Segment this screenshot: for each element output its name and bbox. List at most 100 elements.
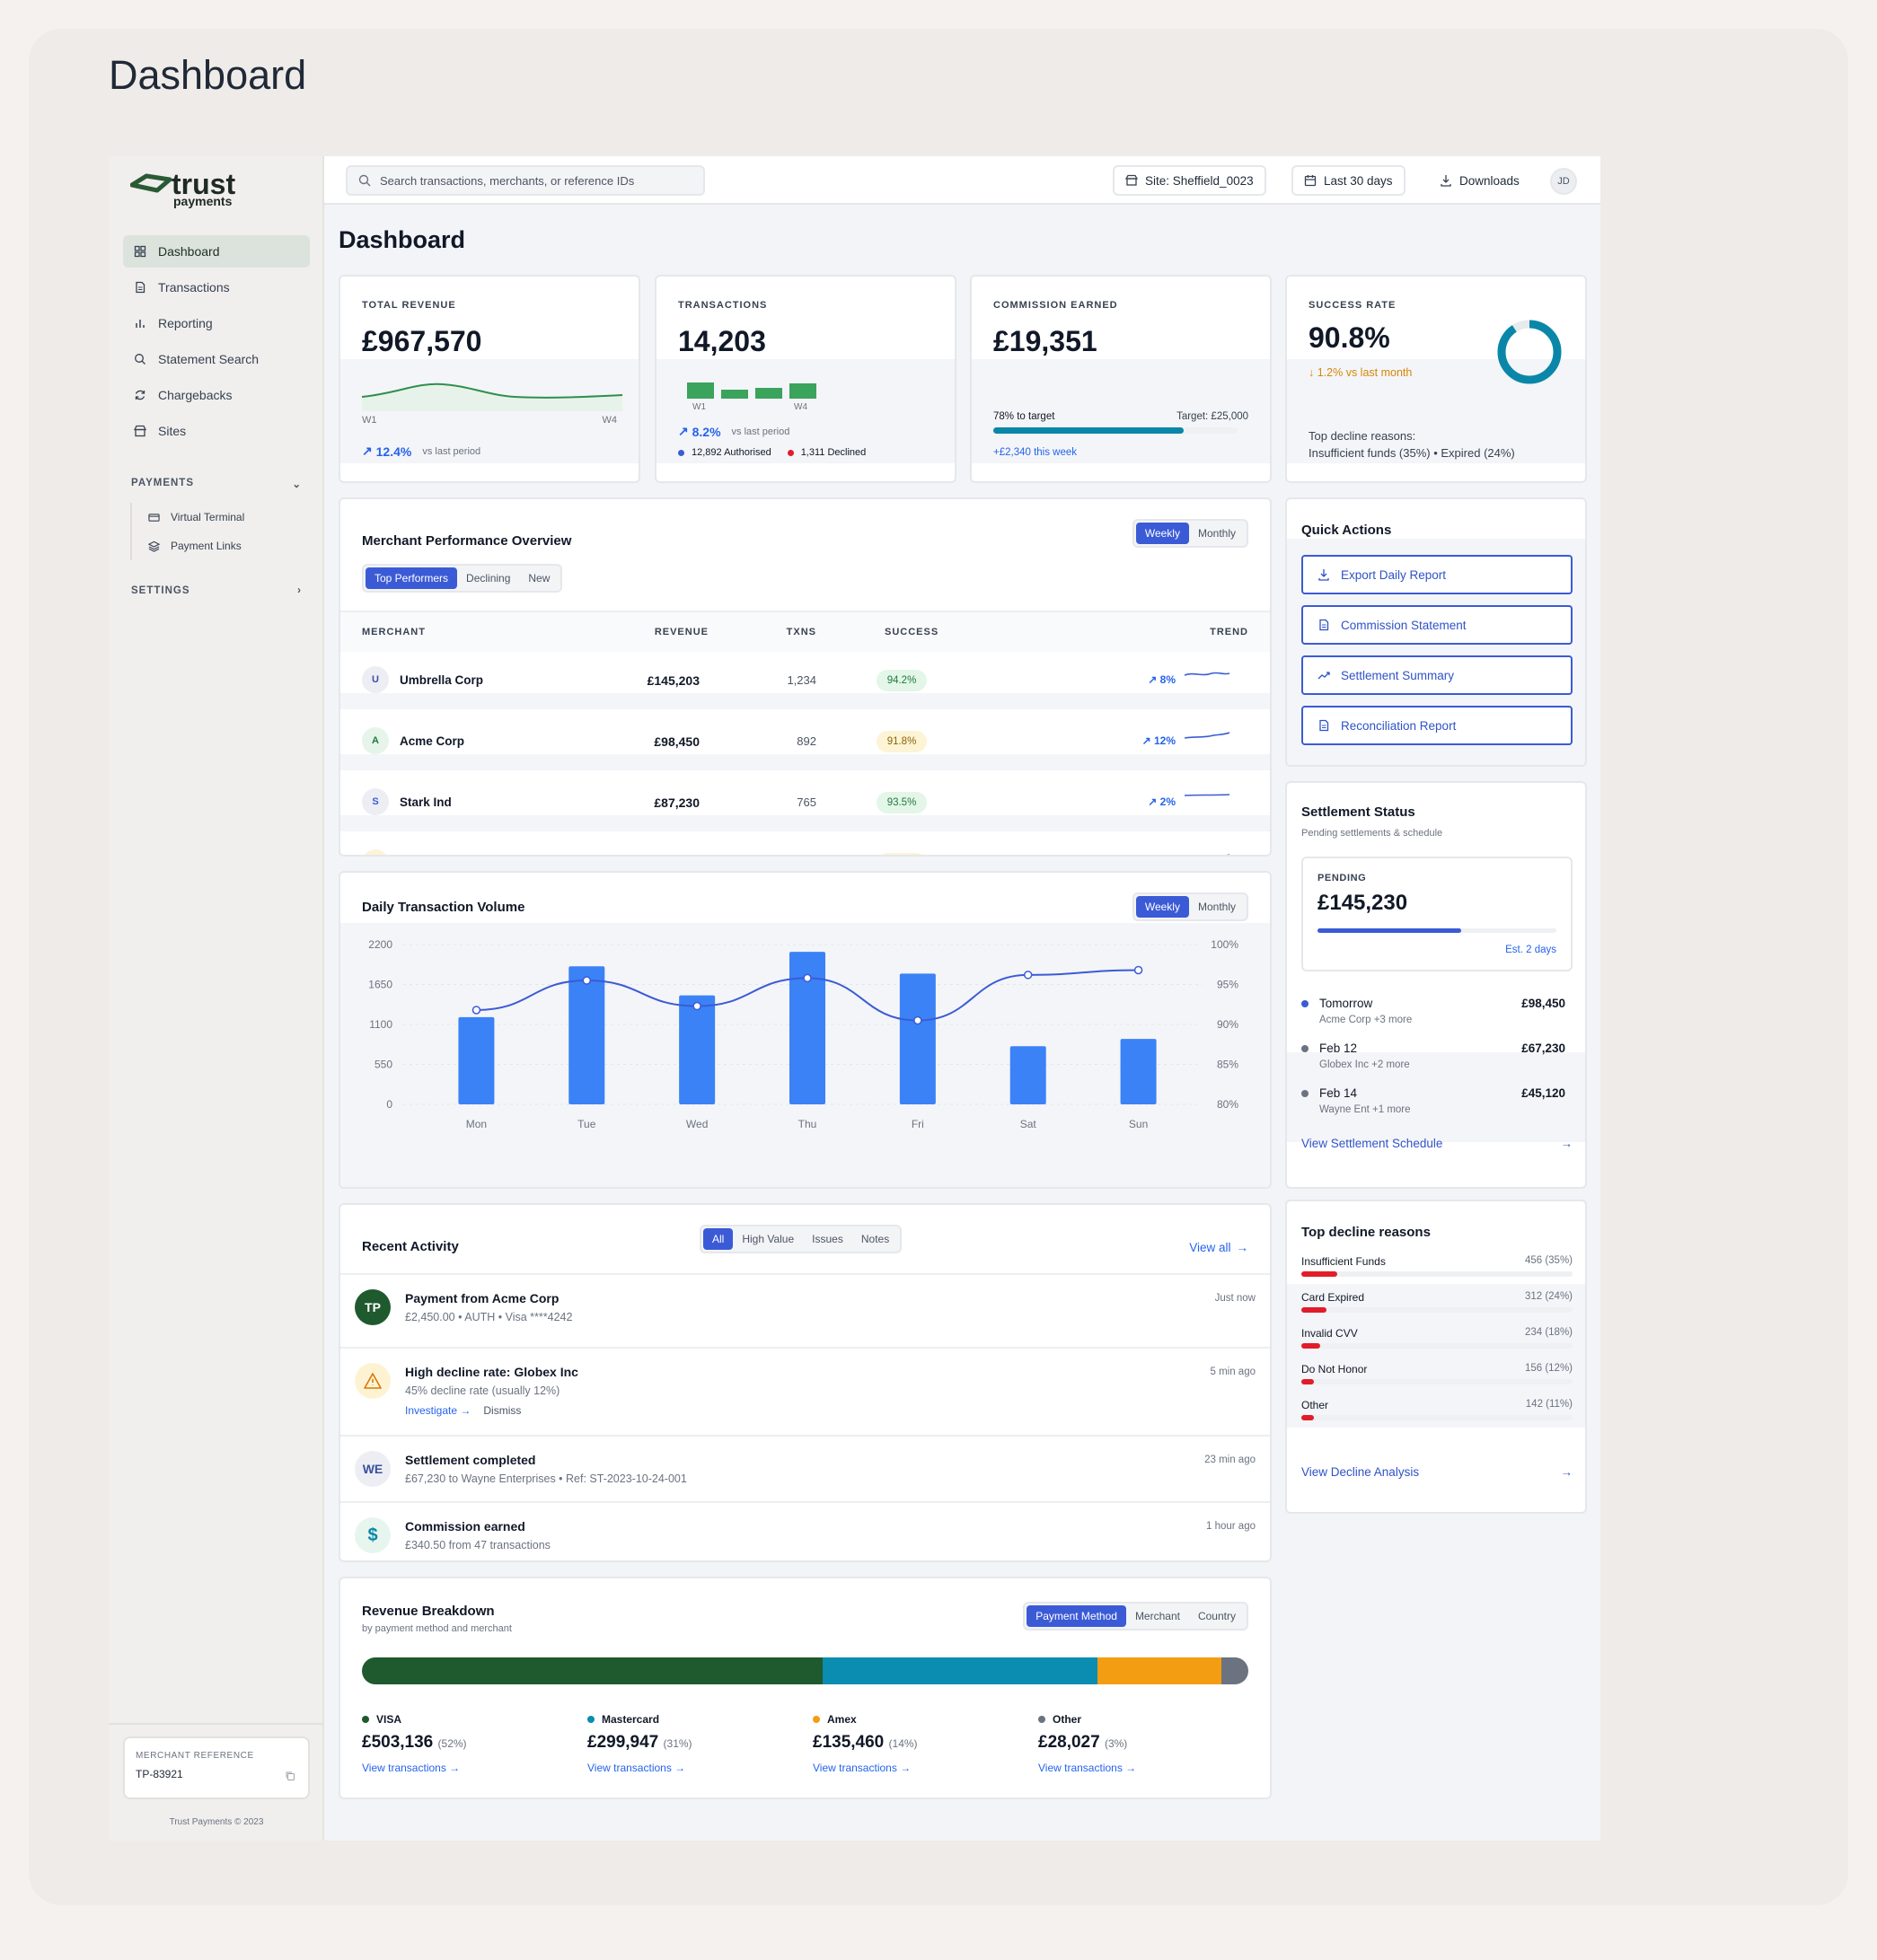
sidebar-item-statement-search[interactable]: Statement Search [123,343,310,375]
tab-weekly[interactable]: Weekly [1135,896,1189,918]
decline-track [1301,1415,1573,1420]
table-row[interactable]: S Stark Ind £87,230 765 93.5% ↗ 2% [340,774,1270,832]
trend-percent: 2% [1159,795,1176,808]
tab-new[interactable]: New [528,572,551,584]
date-range-selector[interactable]: Last 30 days [1291,165,1406,196]
schedule-date: Feb 12 [1319,1042,1358,1055]
site-label: Site: Sheffield_0023 [1145,173,1254,188]
tab-notes[interactable]: Notes [860,1233,890,1245]
decline-count: 156 (12%) [1524,1363,1573,1374]
list-item[interactable]: High decline rate: Globex Inc 45% declin… [340,1347,1270,1435]
view-decline-analysis-link[interactable]: View Decline Analysis → [1301,1465,1573,1479]
card-title: Quick Actions [1301,523,1392,538]
tab-high-value[interactable]: High Value [742,1233,795,1245]
settings-section[interactable]: SETTINGS › [131,585,302,596]
tab-declining[interactable]: Declining [466,572,511,584]
view-transactions-link[interactable]: View transactions → [587,1762,686,1774]
progress-label: 78% to target [993,411,1055,422]
sidebar-item-dashboard[interactable]: Dashboard [123,235,310,268]
sidebar-item-payment-links[interactable]: Payment Links [148,532,301,560]
pending-box: PENDING £145,230 Est. 2 days [1301,857,1573,971]
bar [568,966,605,1104]
kpi-total-revenue: TOTAL REVENUE £967,570 W1 W4 ↗ 12.4% vs … [339,275,640,483]
kpi-commission: COMMISSION EARNED £19,351 78% to target … [970,275,1272,483]
view-transactions-link[interactable]: View transactions → [362,1762,461,1774]
decline-item[interactable]: Do Not Honor 156 (12%) [1301,1363,1573,1399]
decline-item[interactable]: Insufficient Funds 456 (35%) [1301,1255,1573,1291]
grid-icon [134,245,146,258]
downloads-button[interactable]: Downloads [1427,165,1532,196]
decline-title: Top decline reasons: [1309,429,1416,443]
investigate-link[interactable]: Investigate → [405,1404,471,1417]
table-header-row: MERCHANT REVENUE TXNS SUCCESS TREND [340,612,1270,652]
list-item[interactable]: WE Settlement completed £67,230 to Wayne… [340,1435,1270,1501]
decline-item[interactable]: Other 142 (11%) [1301,1399,1573,1435]
schedule-item[interactable]: Feb 12 £67,230 Globex Inc +2 more [1301,1042,1573,1081]
sidebar-item-transactions[interactable]: Transactions [123,271,310,303]
schedule-item[interactable]: Tomorrow £98,450 Acme Corp +3 more [1301,997,1573,1036]
search-input[interactable]: Search transactions, merchants, or refer… [346,165,705,196]
quick-action-export-daily-report[interactable]: Export Daily Report [1301,555,1573,594]
sidebar-item-reporting[interactable]: Reporting [123,307,310,339]
column-header[interactable]: TXNS [786,627,816,637]
list-item[interactable]: TP Payment from Acme Corp £2,450.00 • AU… [340,1273,1270,1347]
revenue-segment[interactable] [362,1657,824,1684]
revenue-segment[interactable] [823,1657,1098,1684]
row-band [340,815,1270,831]
sidebar-item-sites[interactable]: Sites [123,415,310,447]
column-header[interactable]: REVENUE [654,627,709,637]
quick-action-label: Export Daily Report [1341,567,1447,582]
tab-monthly[interactable]: Monthly [1197,901,1236,913]
view-transactions-link[interactable]: View transactions → [1038,1762,1137,1774]
revenue-segment[interactable] [1097,1657,1222,1684]
warning-icon [355,1363,391,1399]
decline-name: Card Expired [1301,1291,1365,1304]
copy-icon[interactable] [285,1771,295,1781]
kpi-band [657,359,955,463]
decline-item[interactable]: Card Expired 312 (24%) [1301,1291,1573,1327]
decline-item[interactable]: Invalid CVV 234 (18%) [1301,1327,1573,1363]
y2-tick-label: 85% [1217,1059,1238,1071]
sidebar-item-virtual-terminal[interactable]: Virtual Terminal [148,503,301,532]
sidebar-item-chargebacks[interactable]: Chargebacks [123,379,310,411]
schedule-item[interactable]: Feb 14 £45,120 Wayne Ent +1 more [1301,1086,1573,1126]
schedule-date: Feb 14 [1319,1086,1358,1100]
list-item[interactable]: $ Commission earned £340.50 from 47 tran… [340,1501,1270,1560]
site-selector[interactable]: Site: Sheffield_0023 [1113,165,1266,196]
tab-top-performers[interactable]: Top Performers [366,567,458,589]
view-settlement-schedule-link[interactable]: View Settlement Schedule → [1301,1137,1573,1150]
quick-action-commission-statement[interactable]: Commission Statement [1301,605,1573,645]
merchant-ref-value: TP-83921 [136,1768,183,1780]
revenue-breakdown-card: Revenue Breakdown by payment method and … [339,1577,1272,1799]
table-row[interactable]: W Wayne Ent £76,890 654 89.1% ↗ 15% [340,835,1270,855]
view-transactions-link[interactable]: View transactions → [813,1762,912,1774]
payments-section[interactable]: PAYMENTS ⌄ [131,478,302,490]
decline-count: 312 (24%) [1524,1291,1573,1302]
axis-start-label: W1 [692,402,706,412]
brand-logo[interactable]: trust payments [129,167,256,214]
column-header[interactable]: TREND [1210,627,1248,637]
user-avatar[interactable]: JD [1550,168,1577,195]
view-all-link[interactable]: View all → [1189,1241,1248,1254]
tab-monthly[interactable]: Monthly [1197,527,1236,540]
trend-up-icon: ↗ [362,444,376,458]
tab-merchant[interactable]: Merchant [1134,1610,1180,1622]
axis-end-label: W4 [794,402,807,412]
quick-action-reconciliation-report[interactable]: Reconciliation Report [1301,706,1573,745]
success-badge: 94.2% [877,670,927,691]
revenue-segment[interactable] [1221,1657,1248,1684]
y2-tick-label: 100% [1211,938,1238,951]
tab-all[interactable]: All [703,1228,734,1250]
trend-sparkline [1185,732,1230,739]
dismiss-button[interactable]: Dismiss [483,1404,522,1417]
column-header[interactable]: MERCHANT [362,627,426,637]
decline-track [1301,1271,1573,1277]
table-row[interactable]: U Umbrella Corp £145,203 1,234 94.2% ↗ 8… [340,652,1270,710]
tab-issues[interactable]: Issues [812,1233,843,1245]
quick-action-settlement-summary[interactable]: Settlement Summary [1301,655,1573,695]
column-header[interactable]: SUCCESS [885,627,939,637]
tab-payment-method[interactable]: Payment Method [1027,1605,1126,1627]
table-row[interactable]: A Acme Corp £98,450 892 91.8% ↗ 12% [340,713,1270,771]
tab-weekly[interactable]: Weekly [1135,523,1189,544]
tab-country[interactable]: Country [1197,1610,1236,1622]
